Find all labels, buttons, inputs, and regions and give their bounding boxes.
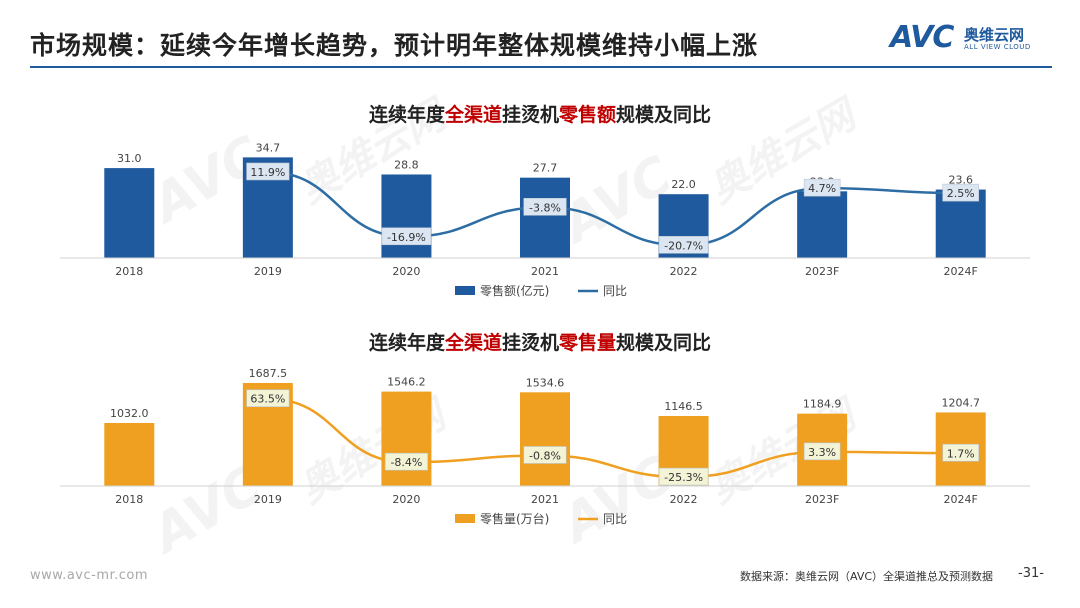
x-tick-label: 2024F — [944, 493, 978, 506]
yoy-label-box — [523, 446, 567, 464]
yoy-value-label: 2.5% — [947, 187, 975, 200]
x-tick-label: 2022 — [670, 493, 698, 506]
bar-value-label: 1687.5 — [249, 367, 288, 380]
bar-value-label: 34.7 — [256, 141, 281, 154]
header-divider — [30, 66, 1052, 68]
yoy-value-label: -8.4% — [390, 456, 422, 469]
volume-chart-svg: 1032.0 1687.5 1546.2 1534.6 1146.5 1184.9 1204… — [60, 367, 1030, 526]
bar-value-label: 1184.9 — [803, 398, 842, 411]
bar — [520, 392, 570, 486]
logo-en-text: ALL VIEW CLOUD — [964, 43, 1031, 51]
x-tick-label: 2021 — [531, 265, 559, 278]
x-tick-label: 2019 — [254, 493, 282, 506]
chart-title-sales: 连续年度全渠道挂烫机零售额规模及同比 — [0, 100, 1080, 127]
bar — [797, 191, 848, 258]
bar-value-label: 31.0 — [117, 152, 142, 165]
x-tick-label: 2020 — [392, 265, 420, 278]
legend-bar-swatch — [455, 286, 475, 295]
bar — [104, 168, 155, 258]
yoy-label-box — [246, 162, 290, 181]
bar-value-label: 1032.0 — [110, 407, 149, 420]
x-tick-label: 2020 — [392, 493, 420, 506]
yoy-label-box — [658, 467, 709, 486]
volume-chart: 1032.0 1687.5 1546.2 1534.6 1146.5 1184.9 1204… — [0, 358, 1080, 538]
page-number: -31- — [1018, 566, 1044, 581]
x-tick-label: 2021 — [531, 493, 559, 506]
bar — [104, 422, 155, 486]
bar-value-label: 1546.2 — [387, 376, 426, 389]
yoy-value-label: 4.7% — [808, 182, 836, 195]
x-tick-label: 2018 — [115, 265, 143, 278]
logo-mark: AVC — [890, 20, 954, 55]
footer-url[interactable]: www.avc-mr.com — [30, 568, 149, 583]
chart-title-part: 全渠道 — [444, 332, 502, 354]
yoy-value-label: -0.8% — [529, 449, 561, 462]
yoy-value-label: 63.5% — [250, 393, 285, 406]
chart-title-part: 零售额 — [559, 104, 617, 126]
yoy-label-box — [381, 227, 432, 246]
chart-title-part: 规模及同比 — [616, 332, 712, 354]
yoy-label-box — [523, 198, 567, 216]
yoy-value-label: -3.8% — [529, 201, 561, 214]
x-tick-label: 2023F — [805, 493, 839, 506]
bar — [381, 391, 432, 486]
x-tick-label: 2024F — [944, 265, 978, 278]
bar-value-label: 27.7 — [533, 162, 558, 175]
yoy-value-label: -25.3% — [664, 471, 703, 484]
sales-chart-svg: 31.034.728.827.722.023.023.6201820192020… — [60, 141, 1030, 298]
bar-value-label: 1146.5 — [664, 400, 703, 413]
yoy-label-box — [384, 452, 428, 471]
bar — [520, 177, 570, 258]
footer-source: 数据来源：奥维云网（AVC）全渠道推总及预测数据 — [740, 570, 994, 583]
sales-chart: 31.034.728.827.722.023.023.6201820192020… — [0, 130, 1080, 310]
x-tick-label: 2018 — [115, 493, 143, 506]
legend-bar-swatch — [455, 514, 475, 523]
chart-title-part: 挂烫机 — [501, 332, 559, 354]
yoy-label-box — [658, 236, 709, 254]
x-tick-label: 2023F — [805, 265, 839, 278]
chart-title-volume: 连续年度全渠道挂烫机零售量规模及同比 — [0, 328, 1080, 355]
chart-title-part: 零售量 — [559, 332, 617, 354]
legend-bar-label: 零售额(亿元) — [480, 283, 549, 298]
bar-value-label: 1204.7 — [941, 396, 980, 409]
legend-bar-label: 零售量(万台) — [480, 511, 549, 526]
yoy-value-label: 11.9% — [250, 166, 285, 179]
header: 市场规模：延续今年增长趋势，预计明年整体规模维持小幅上涨 AVC 奥维云网 AL… — [0, 0, 1080, 68]
yoy-line — [267, 397, 961, 479]
x-tick-label: 2019 — [254, 265, 282, 278]
chart-title-part: 挂烫机 — [501, 104, 559, 126]
avc-logo: AVC 奥维云网 ALL VIEW CLOUD — [890, 20, 1060, 56]
chart-title-part: 连续年度 — [368, 332, 445, 354]
yoy-line — [267, 170, 961, 247]
yoy-value-label: 3.3% — [808, 446, 836, 459]
yoy-label-box — [803, 178, 841, 197]
bar-value-label: 28.8 — [394, 158, 419, 171]
chart-title-part: 规模及同比 — [616, 104, 712, 126]
yoy-label-box — [246, 389, 290, 408]
bar — [381, 174, 432, 258]
bar-value-label: 1534.6 — [526, 376, 565, 389]
yoy-value-label: -16.9% — [387, 231, 426, 244]
yoy-label-box — [803, 442, 841, 461]
logo-cn-text: 奥维云网 — [964, 26, 1025, 44]
chart-title-part: 连续年度 — [368, 104, 445, 126]
chart-title-part: 全渠道 — [444, 104, 502, 126]
bar-value-label: 22.0 — [671, 178, 696, 191]
yoy-label-box — [942, 183, 980, 202]
legend-line-label: 同比 — [603, 512, 627, 526]
bar-value-label: 23.6 — [948, 174, 973, 187]
legend-line-label: 同比 — [603, 284, 627, 298]
x-tick-label: 2022 — [670, 265, 698, 278]
yoy-value-label: 1.7% — [947, 447, 975, 460]
page-title: 市场规模：延续今年增长趋势，预计明年整体规模维持小幅上涨 — [30, 31, 759, 60]
yoy-label-box — [942, 443, 980, 462]
yoy-value-label: -20.7% — [664, 239, 703, 252]
